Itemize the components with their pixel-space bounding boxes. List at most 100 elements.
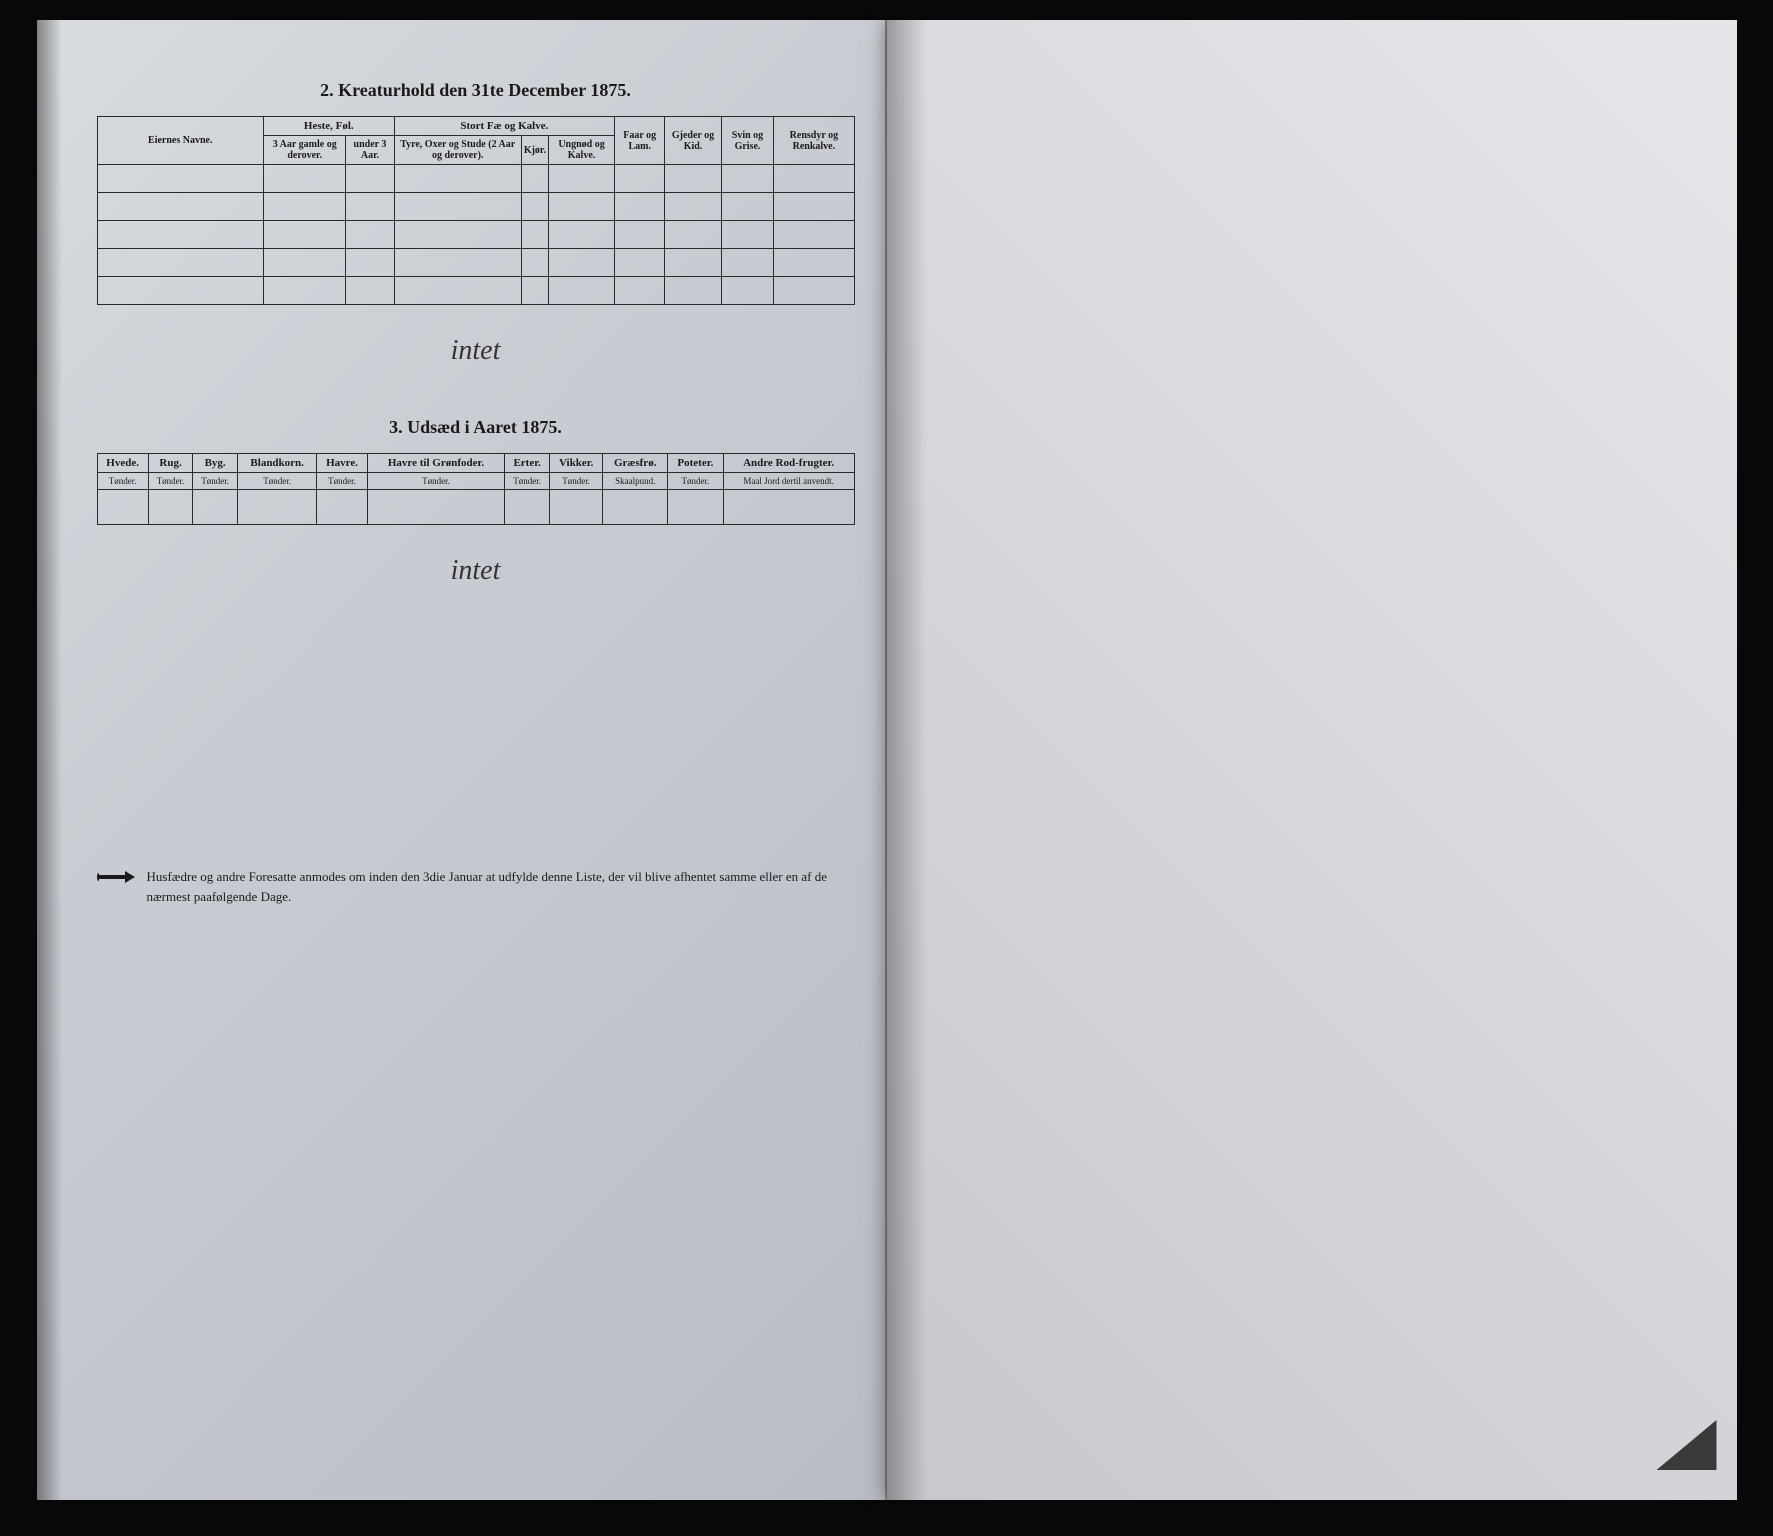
- table-cell: [774, 221, 854, 249]
- table-cell: [346, 249, 394, 277]
- col-cows: Kjør.: [521, 136, 548, 165]
- table-cell: [148, 490, 193, 525]
- table-cell: [346, 193, 394, 221]
- footer-text: Husfædre og andre Foresatte anmodes om i…: [147, 867, 855, 906]
- left-page: 2. Kreaturhold den 31te December 1875. E…: [37, 20, 887, 1500]
- table-cell: [549, 490, 603, 525]
- table-cell: [548, 193, 614, 221]
- livestock-table: Eiernes Navne. Heste, Føl. Stort Fæ og K…: [97, 116, 855, 305]
- handwritten-note-2: intet: [97, 555, 855, 587]
- right-page: [887, 20, 1737, 1500]
- unit-vikker: Tønder.: [549, 473, 603, 490]
- table-cell: [615, 165, 665, 193]
- table-cell: [774, 165, 854, 193]
- table-cell: [264, 165, 346, 193]
- table-cell: [721, 193, 774, 221]
- table-cell: [346, 277, 394, 305]
- table-cell: [521, 165, 548, 193]
- table-cell: [394, 277, 521, 305]
- table-cell: [264, 277, 346, 305]
- group-cattle: Stort Fæ og Kalve.: [394, 117, 615, 136]
- table-cell: [521, 249, 548, 277]
- table-cell: [548, 221, 614, 249]
- table-cell: [665, 221, 721, 249]
- col-calves: Ungnød og Kalve.: [548, 136, 614, 165]
- table-cell: [665, 193, 721, 221]
- col-graesfro: Græsfrø.: [603, 454, 668, 473]
- spine-shadow: [887, 20, 927, 1500]
- table-cell: [615, 221, 665, 249]
- table-cell: [615, 249, 665, 277]
- unit-hvede: Tønder.: [97, 473, 148, 490]
- unit-blandkorn: Tønder.: [237, 473, 317, 490]
- table-cell: [721, 221, 774, 249]
- col-vikker: Vikker.: [549, 454, 603, 473]
- unit-rodfrugter: Maal Jord dertil anvendt.: [723, 473, 854, 490]
- unit-byg: Tønder.: [193, 473, 238, 490]
- table-cell: [97, 165, 264, 193]
- section2-title: 3. Udsæd i Aaret 1875.: [97, 417, 855, 438]
- col-poteter: Poteter.: [668, 454, 724, 473]
- table-cell: [721, 277, 774, 305]
- table-cell: [367, 490, 505, 525]
- table-cell: [394, 249, 521, 277]
- seed-table: Hvede. Rug. Byg. Blandkorn. Havre. Havre…: [97, 453, 855, 525]
- table-cell: [317, 490, 367, 525]
- unit-rug: Tønder.: [148, 473, 193, 490]
- table-cell: [615, 277, 665, 305]
- table-cell: [521, 193, 548, 221]
- group-horses: Heste, Føl.: [264, 117, 395, 136]
- table-cell: [97, 249, 264, 277]
- col-pigs: Svin og Grise.: [721, 117, 774, 165]
- col-rodfrugter: Andre Rod-frugter.: [723, 454, 854, 473]
- unit-graesfro: Skaalpund.: [603, 473, 668, 490]
- col-blandkorn: Blandkorn.: [237, 454, 317, 473]
- table-cell: [264, 221, 346, 249]
- col-byg: Byg.: [193, 454, 238, 473]
- table-cell: [97, 277, 264, 305]
- unit-havre-gron: Tønder.: [367, 473, 505, 490]
- handwritten-note-1: intet: [97, 335, 855, 367]
- col-rug: Rug.: [148, 454, 193, 473]
- table-cell: [548, 249, 614, 277]
- col-erter: Erter.: [505, 454, 550, 473]
- col-hvede: Hvede.: [97, 454, 148, 473]
- table-cell: [721, 165, 774, 193]
- col-havre-gron: Havre til Grønfoder.: [367, 454, 505, 473]
- table-cell: [193, 490, 238, 525]
- col-reindeer: Rensdyr og Renkalve.: [774, 117, 854, 165]
- table-cell: [97, 490, 148, 525]
- unit-erter: Tønder.: [505, 473, 550, 490]
- table-cell: [394, 165, 521, 193]
- table-cell: [237, 490, 317, 525]
- unit-poteter: Tønder.: [668, 473, 724, 490]
- edge-shadow: [37, 20, 62, 1500]
- pointing-hand-icon: [97, 867, 137, 887]
- table-cell: [264, 249, 346, 277]
- table-cell: [97, 221, 264, 249]
- col-sheep: Faar og Lam.: [615, 117, 665, 165]
- table-cell: [346, 165, 394, 193]
- table-cell: [505, 490, 550, 525]
- table-cell: [521, 277, 548, 305]
- col-horses-young: under 3 Aar.: [346, 136, 394, 165]
- table-cell: [665, 249, 721, 277]
- table-cell: [394, 221, 521, 249]
- col-bulls: Tyre, Oxer og Stude (2 Aar og derover).: [394, 136, 521, 165]
- table-cell: [721, 249, 774, 277]
- table-cell: [603, 490, 668, 525]
- table-cell: [668, 490, 724, 525]
- table-cell: [97, 193, 264, 221]
- col-horses-old: 3 Aar gamle og derover.: [264, 136, 346, 165]
- table-cell: [774, 249, 854, 277]
- corner-fold: [1657, 1420, 1717, 1470]
- col-havre: Havre.: [317, 454, 367, 473]
- table-cell: [774, 193, 854, 221]
- table-cell: [665, 277, 721, 305]
- table-cell: [548, 165, 614, 193]
- table-cell: [615, 193, 665, 221]
- table-cell: [394, 193, 521, 221]
- col-owner: Eiernes Navne.: [97, 117, 264, 165]
- table-cell: [774, 277, 854, 305]
- col-goats: Gjeder og Kid.: [665, 117, 721, 165]
